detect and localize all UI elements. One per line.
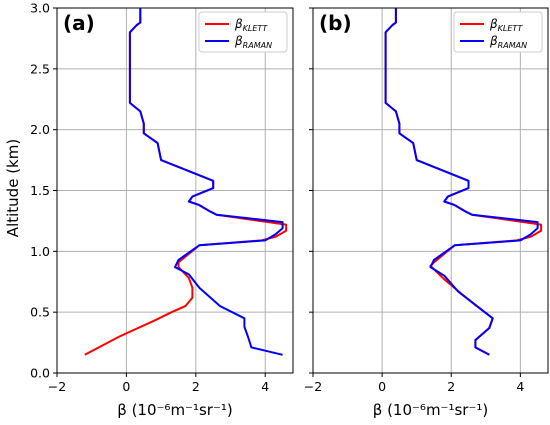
series-line-raman [384, 8, 539, 356]
x-tick-label: 4 [516, 379, 524, 394]
panel-label: (b) [319, 11, 352, 35]
y-tick-label: 0.5 [30, 305, 50, 320]
legend-label-raman: βRAMAN [234, 34, 272, 50]
y-tick-label: 0.0 [30, 366, 50, 381]
x-tick-label: −2 [304, 379, 322, 394]
x-tick-label: 4 [261, 379, 269, 394]
legend-label-raman: βRAMAN [489, 34, 527, 50]
y-tick-label: 2.5 [30, 61, 50, 76]
x-tick-label: −2 [48, 379, 66, 394]
y-tick-label: 1.5 [30, 183, 50, 198]
x-tick-label: 2 [447, 379, 455, 394]
panel-label: (a) [63, 11, 95, 35]
x-tick-label: 0 [378, 379, 386, 394]
series-line-klett [84, 8, 288, 356]
y-tick-label: 1.0 [30, 244, 50, 259]
x-tick-label: 0 [122, 379, 130, 394]
y-axis-label: Altitude (km) [4, 139, 22, 237]
series-line-raman [128, 8, 284, 356]
panel-a: −2 0 2 4 0.0 0.5 1.0 1.5 2.0 2.5 3.0 β (10⁻⁶m⁻¹sr⁻¹… [30, 1, 294, 419]
legend-label-klett: βKLETT [234, 17, 268, 33]
grid-lines [56, 7, 293, 374]
series-line-klett [384, 8, 543, 356]
grid-lines [312, 7, 548, 374]
x-axis-label: β (10⁻⁶m⁻¹sr⁻¹) [373, 401, 489, 419]
legend-label-klett: βKLETT [489, 17, 523, 33]
y-tick-label: 3.0 [30, 1, 50, 16]
y-tick-label: 2.0 [30, 122, 50, 137]
x-axis-label: β (10⁻⁶m⁻¹sr⁻¹) [117, 401, 233, 419]
x-tick-label: 2 [192, 379, 200, 394]
